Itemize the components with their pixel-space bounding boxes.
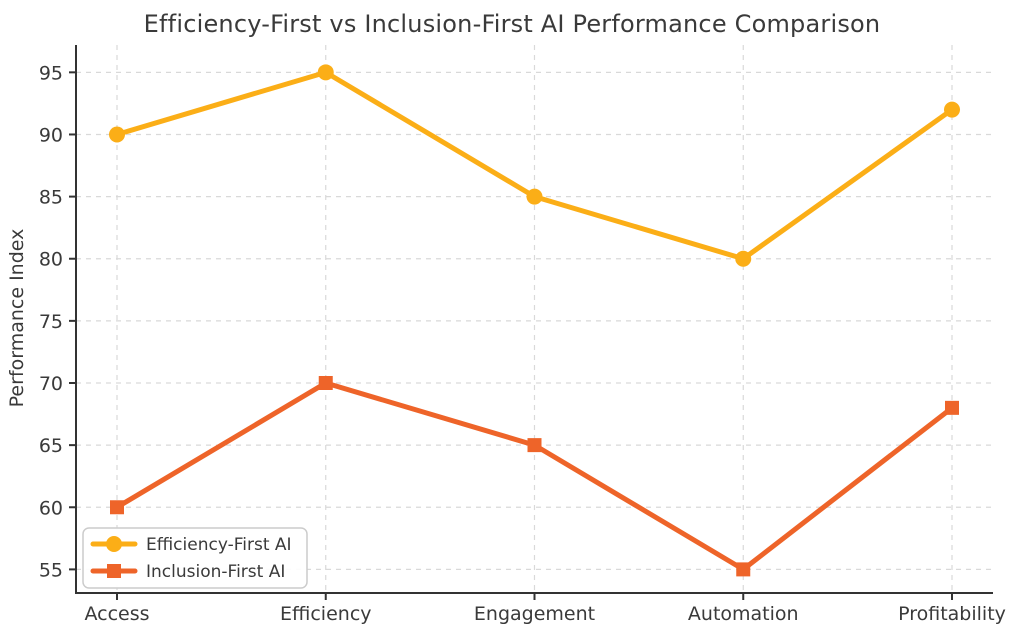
y-tick-label: 80: [39, 249, 63, 271]
y-tick-label: 65: [39, 435, 63, 457]
series-marker-efficiency-first-ai-efficiency: [317, 64, 334, 81]
x-tick-label-automation: Automation: [688, 603, 799, 625]
y-tick-label: 75: [39, 311, 63, 333]
x-tick-label-engagement: Engagement: [474, 603, 595, 625]
series-marker-inclusion-first-ai-efficiency: [318, 375, 333, 390]
legend-label-efficiency-first-ai: Efficiency-First AI: [146, 535, 292, 555]
y-tick-label: 60: [39, 497, 63, 519]
y-tick-label: 95: [39, 62, 63, 84]
legend-label-inclusion-first-ai: Inclusion-First AI: [146, 562, 285, 582]
series-marker-efficiency-first-ai-profitability: [944, 101, 960, 118]
series-marker-inclusion-first-ai-engagement: [527, 438, 542, 453]
series-marker-efficiency-first-ai-engagement: [526, 188, 543, 205]
x-tick-label-profitability: Profitability: [898, 603, 1006, 625]
series-marker-inclusion-first-ai-profitability: [945, 400, 959, 415]
legend-marker-efficiency-first-ai: [106, 536, 122, 552]
x-tick-label-access: Access: [84, 603, 149, 625]
chart-title: Efficiency-First vs Inclusion-First AI P…: [143, 10, 881, 38]
series-marker-inclusion-first-ai-access: [110, 500, 124, 515]
y-tick-label: 55: [39, 559, 63, 581]
series-marker-inclusion-first-ai-automation: [736, 562, 751, 577]
y-tick-label: 85: [39, 187, 63, 209]
x-tick-label-efficiency: Efficiency: [280, 603, 372, 625]
series-marker-efficiency-first-ai-automation: [735, 250, 752, 267]
series-marker-efficiency-first-ai-access: [109, 126, 125, 143]
legend-marker-inclusion-first-ai: [107, 564, 121, 578]
y-tick-label: 90: [39, 124, 63, 146]
y-tick-label: 70: [39, 373, 63, 395]
legend: [82, 527, 308, 589]
